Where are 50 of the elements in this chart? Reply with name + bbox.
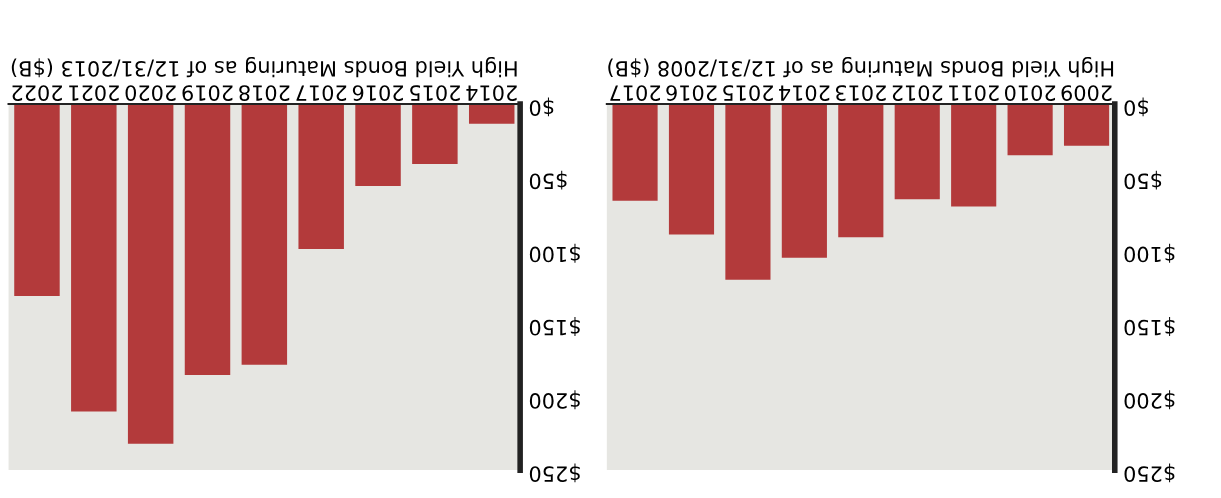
bar bbox=[355, 104, 401, 187]
bar bbox=[838, 104, 884, 238]
x-axis-title: High Yield Bonds Maturing as of 12/31/2008 ($B) bbox=[608, 56, 1114, 78]
x-tick-label: 2016 bbox=[666, 85, 717, 101]
bar bbox=[127, 104, 174, 444]
x-tick-label: 2014 bbox=[779, 85, 830, 101]
y-tick-label: $100 bbox=[529, 243, 580, 263]
x-tick-label: 2011 bbox=[949, 85, 999, 101]
y-tick-label: $250 bbox=[1124, 463, 1175, 483]
bar bbox=[14, 104, 60, 296]
x-tick-label: 2010 bbox=[1004, 85, 1056, 101]
x-axis-title: High Yield Bonds Maturing as of 12/31/2013 ($B) bbox=[11, 56, 517, 78]
x-tick-label: 2014 bbox=[466, 85, 517, 101]
x-tick-label: 2021 bbox=[69, 85, 119, 101]
x-tick-label: 2013 bbox=[835, 85, 886, 101]
x-tick-label: 2017 bbox=[296, 85, 347, 101]
x-tick-label: 2022 bbox=[12, 85, 62, 101]
bar bbox=[71, 104, 117, 412]
y-tick-label: $200 bbox=[1124, 390, 1175, 410]
y-tick-label: $150 bbox=[1124, 317, 1175, 336]
bar bbox=[612, 104, 658, 201]
x-tick-label: 2015 bbox=[410, 85, 460, 101]
bar bbox=[1007, 104, 1053, 156]
bar bbox=[781, 104, 827, 258]
x-tick-label: 2020 bbox=[125, 85, 176, 101]
y-tick-label: $50 bbox=[529, 170, 567, 190]
x-tick-label: 2017 bbox=[610, 85, 661, 101]
y-tick-label: $0 bbox=[529, 97, 554, 117]
y-tick-label: $50 bbox=[1124, 170, 1162, 190]
bar bbox=[184, 104, 231, 375]
x-tick-label: 2012 bbox=[892, 85, 943, 101]
bar bbox=[241, 104, 288, 365]
y-tick-label: $200 bbox=[529, 390, 580, 410]
bar bbox=[298, 104, 344, 250]
bar bbox=[412, 104, 458, 165]
bar bbox=[951, 104, 997, 207]
y-tick-label: $150 bbox=[529, 317, 580, 336]
y-tick-label: $250 bbox=[529, 463, 580, 483]
bar bbox=[468, 104, 515, 124]
bar bbox=[725, 104, 771, 280]
x-tick-label: 2015 bbox=[723, 85, 773, 101]
y-tick-label: $100 bbox=[1124, 243, 1175, 263]
bar bbox=[668, 104, 715, 235]
bar bbox=[1063, 104, 1110, 146]
x-tick-label: 2009 bbox=[1061, 85, 1112, 101]
x-tick-label: 2019 bbox=[182, 85, 233, 101]
x-tick-label: 2016 bbox=[352, 85, 404, 101]
bar bbox=[894, 104, 940, 200]
x-tick-label: 2018 bbox=[239, 85, 290, 101]
y-tick-label: $0 bbox=[1124, 97, 1148, 117]
